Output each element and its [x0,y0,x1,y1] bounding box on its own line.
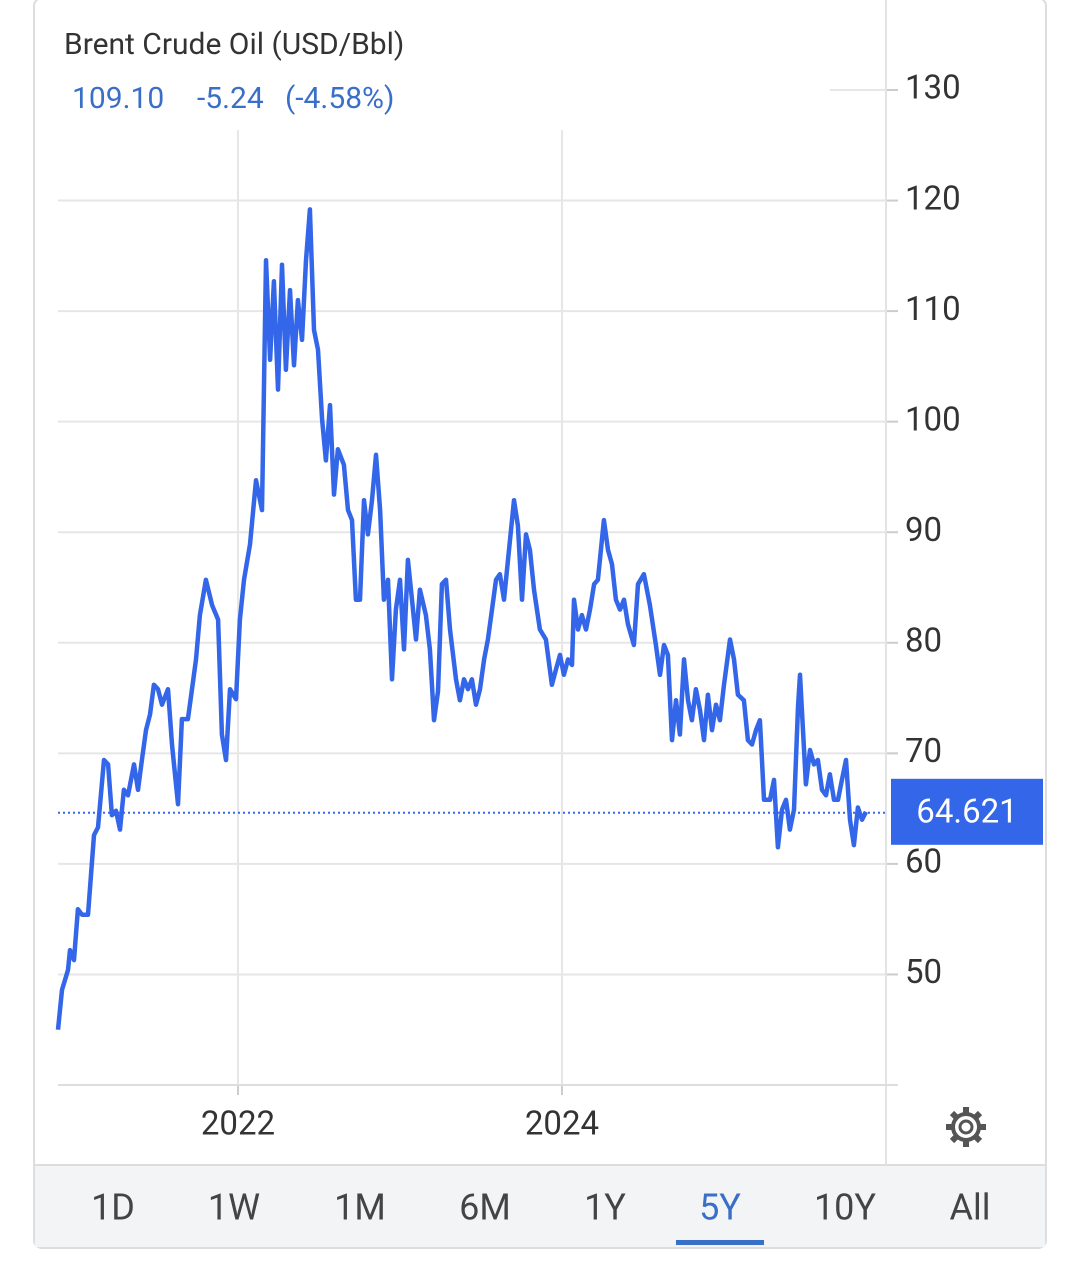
range-tab[interactable]: All [950,1187,991,1229]
range-tab[interactable]: 5Y [699,1187,741,1229]
grid [58,0,898,1095]
x-tick-label: 2024 [525,1105,599,1144]
quote-change-pct: (-4.58%) [285,81,394,116]
y-tick-label: 130 [905,69,961,108]
settings-icon[interactable] [946,1107,986,1147]
range-tab[interactable]: 1M [334,1187,386,1229]
active-tab-underline [676,1240,764,1245]
last-value-box [891,778,1043,845]
range-tab[interactable]: 1Y [584,1187,626,1229]
axes: 50 60 70 80 90 100 110 120 130 2022 2024 64.621 [201,69,1043,1144]
range-tab[interactable]: 6M [459,1187,511,1229]
y-tick-label: 50 [905,953,942,992]
price-line [55,207,869,1030]
y-tick-label: 60 [905,843,942,882]
range-tab[interactable]: 1W [208,1187,260,1229]
header-bg [40,0,830,130]
quote-price: 109.10 [72,81,164,116]
y-tick-label: 90 [905,511,942,550]
y-tick-label: 70 [905,732,942,771]
plot [55,207,885,1030]
last-value-label: 64.621 [916,793,1017,832]
y-tick-label: 120 [905,179,961,218]
range-bar [35,1165,1045,1247]
x-tick-label: 2022 [201,1105,275,1144]
range-tabs: 1D 1W 1M 6M 1Y 5Y 10Y All [91,1187,991,1245]
chart-title: Brent Crude Oil (USD/Bbl) [64,27,404,62]
quote-change: -5.24 [197,81,264,116]
range-tab[interactable]: 1D [91,1187,135,1229]
range-tab[interactable]: 10Y [814,1187,876,1229]
y-tick-label: 80 [905,621,942,660]
y-tick-label: 100 [905,400,961,439]
header: Brent Crude Oil (USD/Bbl) 109.10 -5.24 (… [40,0,830,130]
y-tick-label: 110 [905,290,961,329]
